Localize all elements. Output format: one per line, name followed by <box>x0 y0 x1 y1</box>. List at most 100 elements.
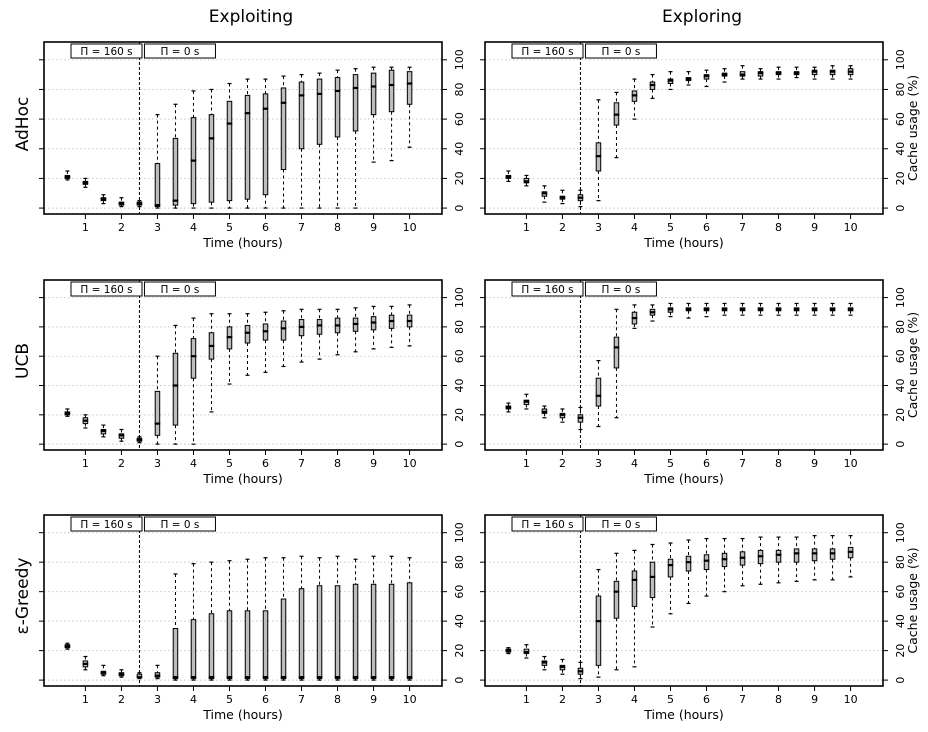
box-iqr <box>613 580 620 619</box>
x-tick-label: 6 <box>262 693 269 706</box>
box-iqr <box>334 585 341 680</box>
x-tick-label: 7 <box>298 221 305 234</box>
x-tick-label: 8 <box>334 693 341 706</box>
x-tick-label: 3 <box>595 221 602 234</box>
y-tick-label: 40 <box>894 142 907 156</box>
box-iqr <box>208 114 215 203</box>
y-tick-label: 40 <box>894 379 907 393</box>
phase-label-box-160 <box>70 43 143 59</box>
y-tick-label: 60 <box>453 112 466 126</box>
x-tick-label: 3 <box>595 693 602 706</box>
x-tick-label: 8 <box>775 457 782 470</box>
panel-epsilon-greedy-exploiting: Π = 160 s Π = 0 s 1 2 3 4 5 6 7 8 9 10 Time (hours) 0… <box>39 514 466 722</box>
x-tick-label: 4 <box>631 221 638 234</box>
y-axis-label: Cache usage (%) <box>905 75 920 181</box>
plot-frame <box>484 41 884 215</box>
y-tick-label: 40 <box>453 379 466 393</box>
phase-label-box-0 <box>143 43 216 59</box>
box-iqr <box>703 554 710 571</box>
box-iqr <box>172 352 179 426</box>
y-tick-label: 100 <box>894 522 907 543</box>
x-tick-label: 8 <box>775 693 782 706</box>
y-tick-label: 100 <box>894 287 907 308</box>
x-tick-label: 4 <box>190 457 197 470</box>
y-tick-label: 80 <box>453 82 466 96</box>
x-tick-label: 1 <box>82 221 89 234</box>
phase-label-160: Π = 160 s <box>521 46 573 58</box>
box-iqr <box>262 93 269 196</box>
x-tick-label: 3 <box>154 693 161 706</box>
x-tick-label: 10 <box>403 457 417 470</box>
plot-frame <box>43 41 443 215</box>
x-tick-label: 10 <box>403 221 417 234</box>
x-tick-label: 5 <box>226 457 233 470</box>
y-tick-label: 60 <box>453 349 466 363</box>
box-iqr <box>298 588 305 680</box>
phase-label-0: Π = 0 s <box>161 284 200 296</box>
panel-ucb-exploring: Π = 160 s Π = 0 s 1 2 3 4 5 6 7 8 9 10 Time (hours) 0… <box>480 279 920 486</box>
box-iqr <box>388 583 395 680</box>
x-tick-label: 2 <box>118 693 125 706</box>
box-iqr <box>316 319 323 335</box>
y-tick-label: 60 <box>894 349 907 363</box>
plot-frame <box>484 514 884 687</box>
phase-label-160: Π = 160 s <box>80 46 132 58</box>
box-iqr <box>667 558 674 578</box>
x-tick-label: 9 <box>370 457 377 470</box>
box-iqr <box>226 610 233 680</box>
x-tick-label: 5 <box>667 693 674 706</box>
box-iqr <box>226 100 233 202</box>
panel-adhoc-exploiting: Π = 160 s Π = 0 s 1 2 3 4 5 6 7 8 9 10 Time (hours) 0… <box>39 41 466 250</box>
box-iqr <box>406 582 413 680</box>
box-iqr <box>685 555 692 572</box>
column-title-exploring: Exploring <box>662 7 742 27</box>
phase-label-160: Π = 160 s <box>80 519 132 531</box>
x-axis-label: Time (hours) <box>643 471 723 486</box>
box-iqr <box>208 613 215 680</box>
x-tick-label: 1 <box>82 457 89 470</box>
phase-label-box-160 <box>511 281 584 297</box>
x-tick-label: 2 <box>118 221 125 234</box>
phase-label-box-160 <box>70 516 143 532</box>
phase-label-box-160 <box>70 281 143 297</box>
phase-label-box-0 <box>584 281 657 297</box>
box-iqr <box>262 610 269 680</box>
column-title-exploiting: Exploiting <box>209 7 293 27</box>
x-tick-label: 4 <box>631 457 638 470</box>
phase-label-box-0 <box>584 516 657 532</box>
x-tick-label: 6 <box>703 693 710 706</box>
x-tick-label: 1 <box>523 221 530 234</box>
phase-label-box-0 <box>584 43 657 59</box>
plot-frame <box>484 279 884 451</box>
box-iqr <box>244 94 251 200</box>
y-tick-label: 60 <box>453 585 466 599</box>
box-iqr <box>595 377 602 407</box>
y-tick-label: 20 <box>453 408 466 422</box>
y-tick-label: 0 <box>453 441 466 448</box>
y-tick-label: 100 <box>453 522 466 543</box>
box-iqr <box>244 610 251 680</box>
box-iqr <box>388 69 395 113</box>
phase-label-160: Π = 160 s <box>80 284 132 296</box>
y-tick-label: 20 <box>894 408 907 422</box>
y-tick-label: 80 <box>894 320 907 334</box>
box-iqr <box>190 338 197 379</box>
y-tick-label: 80 <box>453 555 466 569</box>
x-tick-label: 3 <box>154 457 161 470</box>
box-iqr <box>370 583 377 680</box>
phase-label-0: Π = 0 s <box>602 284 641 296</box>
y-tick-label: 0 <box>453 205 466 212</box>
x-tick-label: 2 <box>559 457 566 470</box>
phase-label-0: Π = 0 s <box>161 519 200 531</box>
x-tick-label: 6 <box>262 221 269 234</box>
box-iqr <box>793 548 800 563</box>
x-tick-label: 6 <box>703 457 710 470</box>
x-tick-label: 8 <box>334 221 341 234</box>
row-title-ucb: UCB <box>13 343 33 379</box>
y-tick-label: 80 <box>453 320 466 334</box>
box-iqr <box>334 77 341 138</box>
phase-label-box-160 <box>511 516 584 532</box>
x-tick-label: 7 <box>298 693 305 706</box>
phase-label-0: Π = 0 s <box>602 519 641 531</box>
